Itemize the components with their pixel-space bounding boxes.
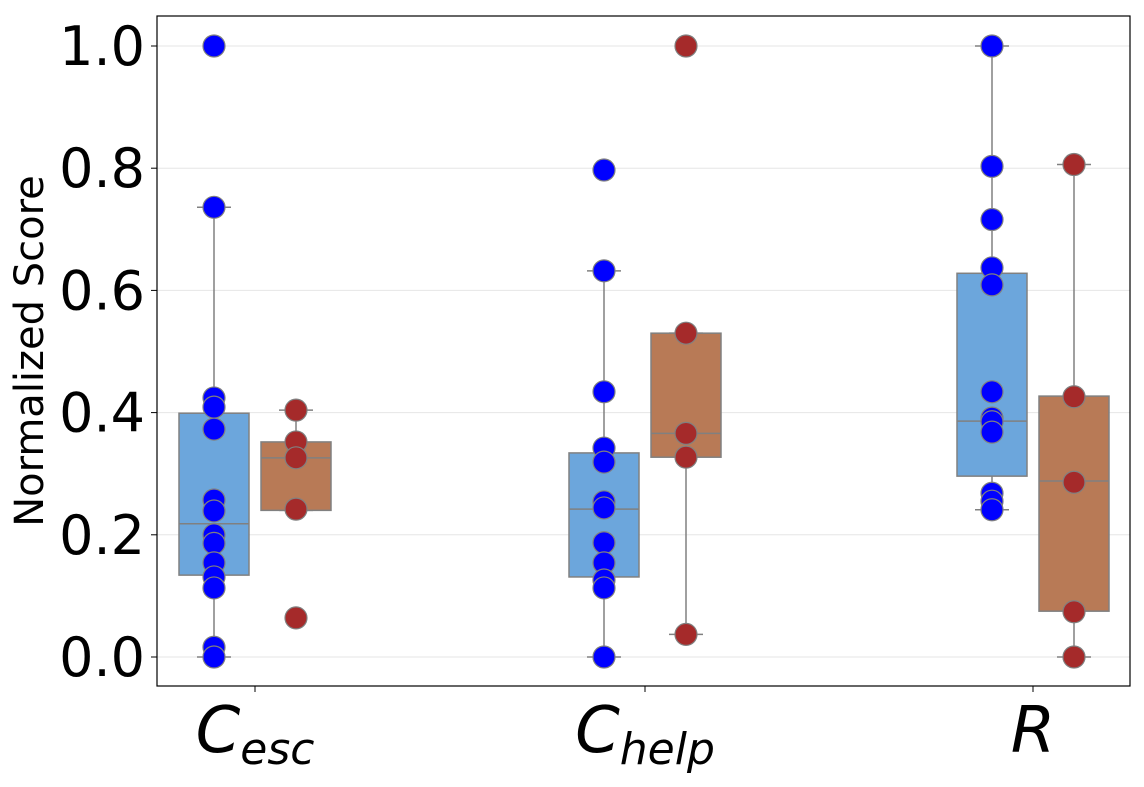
data-point — [980, 154, 1004, 178]
data-point — [1062, 385, 1086, 409]
y-axis-ticks: 0.0 0.2 0.4 0.6 0.8 1.0 — [59, 15, 157, 689]
data-point — [284, 398, 308, 422]
y-axis-label: Normalized Score — [7, 175, 53, 527]
data-point — [674, 34, 698, 58]
data-point — [592, 645, 616, 669]
data-point — [202, 395, 226, 419]
data-point — [980, 420, 1004, 444]
data-point — [980, 34, 1004, 58]
x-tick-label: Chelp — [575, 694, 715, 775]
boxes — [178, 45, 1110, 658]
data-point — [284, 497, 308, 521]
data-point — [592, 496, 616, 520]
data-point — [592, 158, 616, 182]
box — [1038, 395, 1110, 612]
data-point — [592, 531, 616, 555]
data-point — [202, 531, 226, 555]
y-tick-label: 0.6 — [59, 259, 145, 322]
data-point — [1062, 470, 1086, 494]
y-tick-label: 1.0 — [59, 15, 145, 78]
data-point — [592, 380, 616, 404]
data-point — [202, 34, 226, 58]
y-tick-label: 0.8 — [59, 137, 145, 200]
x-tick-label: Cesc — [196, 694, 315, 775]
data-points — [202, 34, 1086, 669]
data-point — [980, 207, 1004, 232]
x-axis-ticks: Cesc Chelp R — [196, 686, 1055, 775]
data-point — [202, 576, 226, 600]
data-point — [284, 446, 308, 470]
data-point — [980, 380, 1004, 404]
data-point — [284, 606, 308, 630]
data-point — [202, 645, 226, 669]
plot-frame — [156, 15, 1131, 687]
data-point — [202, 499, 226, 523]
y-tick-label: 0.4 — [59, 382, 145, 445]
data-point — [202, 417, 226, 441]
y-tick-label: 0.2 — [59, 504, 145, 567]
grid-lines — [157, 45, 1130, 658]
data-point — [980, 498, 1004, 522]
x-tick-label: R — [1011, 694, 1055, 768]
data-point — [1062, 600, 1086, 624]
data-point — [592, 450, 616, 474]
data-point — [674, 321, 698, 345]
data-point — [674, 622, 698, 646]
data-point — [674, 445, 698, 469]
data-point — [1062, 645, 1086, 669]
data-point — [980, 273, 1004, 297]
data-point — [202, 195, 226, 219]
data-point — [592, 259, 616, 283]
y-tick-label: 0.0 — [59, 626, 145, 689]
data-point — [592, 576, 616, 600]
data-point — [674, 421, 698, 445]
box — [956, 272, 1028, 477]
data-point — [1062, 152, 1086, 177]
